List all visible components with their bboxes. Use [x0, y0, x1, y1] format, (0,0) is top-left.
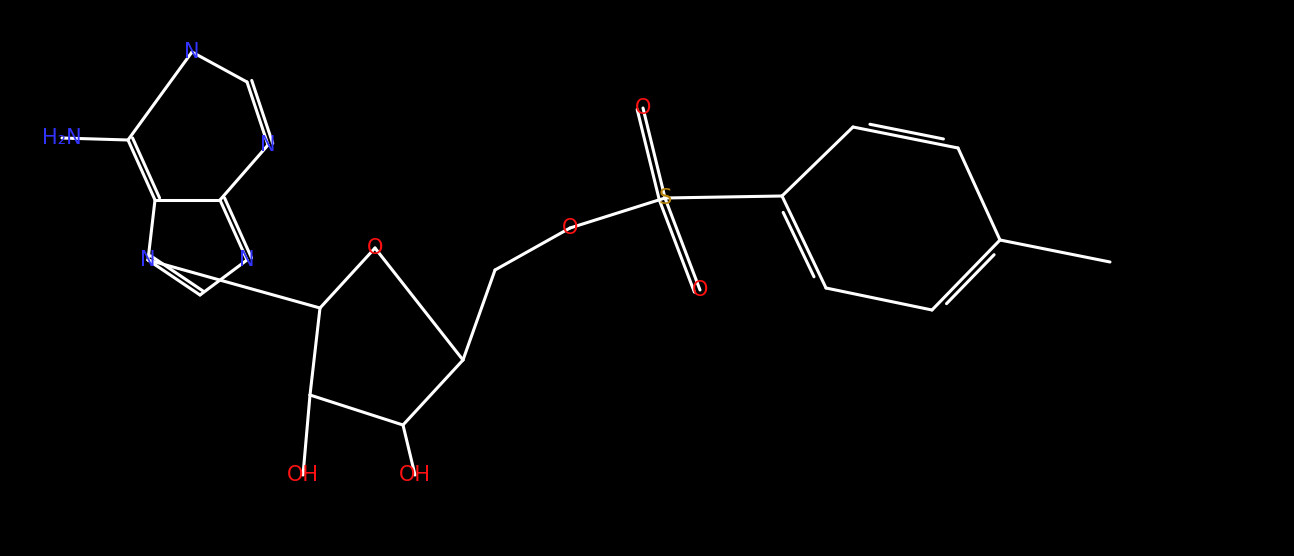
Text: N: N: [140, 250, 155, 270]
Text: S: S: [659, 188, 672, 208]
Text: N: N: [184, 42, 199, 62]
Text: O: O: [366, 238, 383, 258]
Text: O: O: [692, 280, 708, 300]
Text: N: N: [239, 250, 255, 270]
Text: OH: OH: [399, 465, 431, 485]
Text: OH: OH: [287, 465, 320, 485]
Text: O: O: [562, 218, 578, 238]
Text: O: O: [635, 98, 651, 118]
Text: N: N: [260, 135, 276, 155]
Text: H₂N: H₂N: [43, 128, 82, 148]
